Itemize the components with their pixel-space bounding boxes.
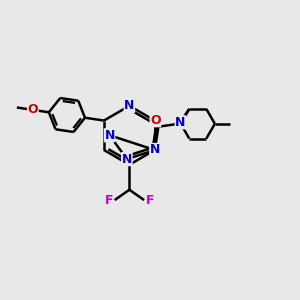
- Text: O: O: [150, 114, 161, 127]
- Text: F: F: [146, 194, 154, 207]
- Text: O: O: [28, 103, 38, 116]
- Text: N: N: [104, 129, 115, 142]
- Text: N: N: [175, 116, 186, 129]
- Text: F: F: [104, 194, 113, 207]
- Text: N: N: [122, 153, 132, 166]
- Text: N: N: [124, 99, 135, 112]
- Text: N: N: [150, 143, 160, 157]
